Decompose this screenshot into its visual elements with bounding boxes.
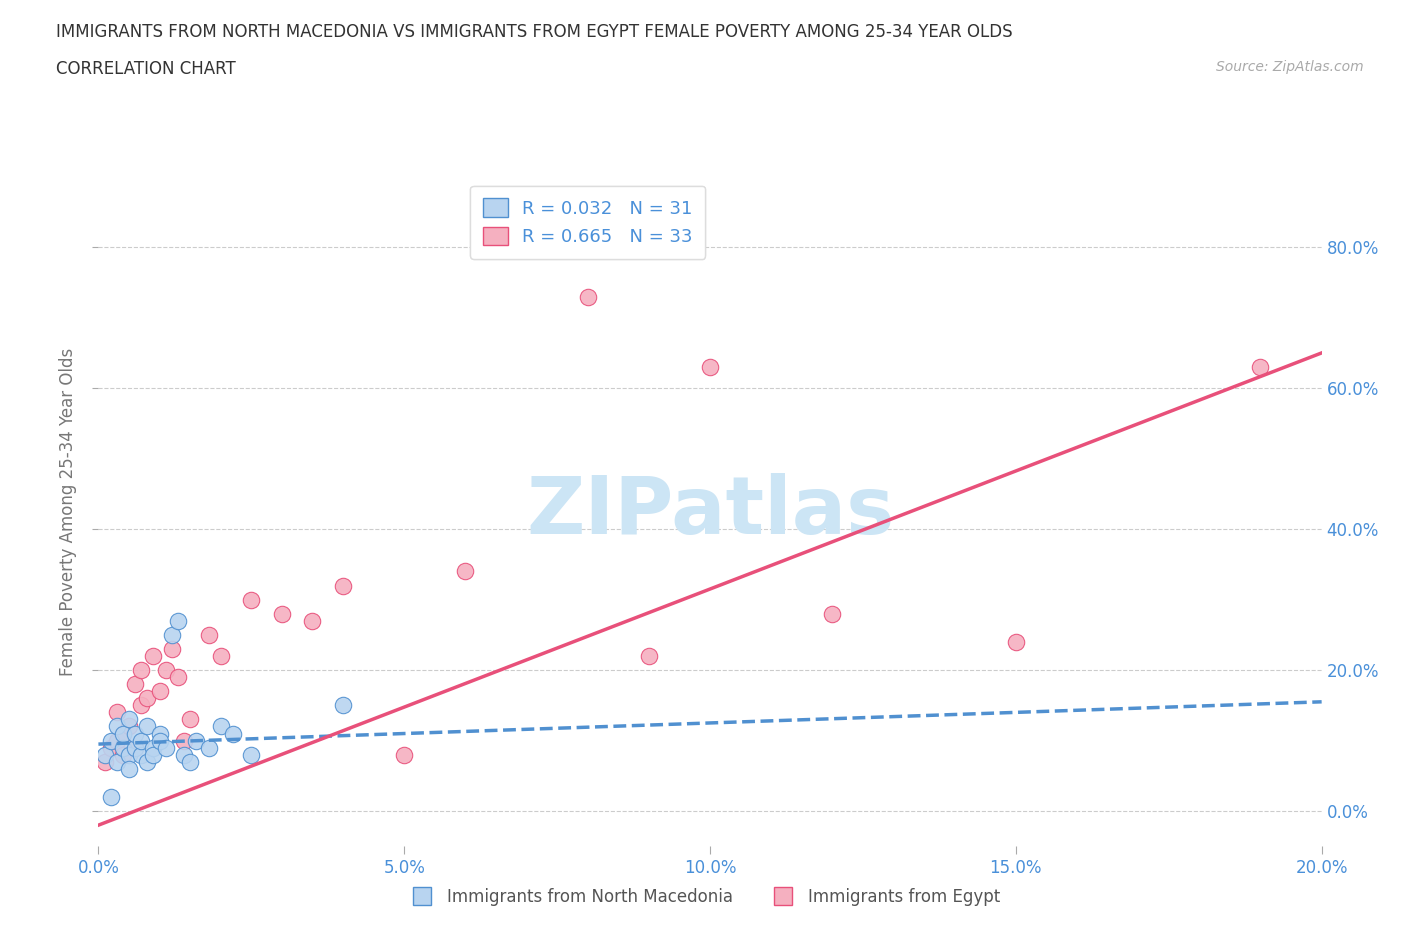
- Point: [111, 726, 134, 741]
- Point: [167, 613, 190, 628]
- Point: [136, 754, 159, 769]
- Point: [149, 684, 172, 698]
- Point: [1004, 634, 1026, 649]
- Point: [129, 747, 152, 762]
- Point: [197, 740, 219, 755]
- Point: [699, 360, 721, 375]
- Point: [270, 606, 292, 621]
- Point: [160, 642, 183, 657]
- Point: [136, 719, 159, 734]
- Point: [209, 648, 232, 663]
- Y-axis label: Female Poverty Among 25-34 Year Olds: Female Poverty Among 25-34 Year Olds: [59, 348, 77, 675]
- Point: [142, 740, 165, 755]
- Point: [124, 726, 146, 741]
- Text: ZIPatlas: ZIPatlas: [526, 472, 894, 551]
- Legend: Immigrants from North Macedonia, Immigrants from Egypt: Immigrants from North Macedonia, Immigra…: [399, 881, 1007, 912]
- Point: [105, 754, 128, 769]
- Point: [173, 747, 195, 762]
- Point: [100, 790, 122, 804]
- Point: [332, 698, 354, 712]
- Point: [136, 691, 159, 706]
- Point: [105, 733, 128, 748]
- Point: [93, 754, 115, 769]
- Text: Source: ZipAtlas.com: Source: ZipAtlas.com: [1216, 60, 1364, 74]
- Point: [118, 712, 141, 727]
- Point: [209, 719, 232, 734]
- Point: [240, 592, 263, 607]
- Point: [821, 606, 844, 621]
- Point: [179, 754, 201, 769]
- Point: [100, 740, 122, 755]
- Point: [167, 670, 190, 684]
- Point: [301, 613, 323, 628]
- Point: [332, 578, 354, 593]
- Point: [129, 698, 152, 712]
- Text: IMMIGRANTS FROM NORTH MACEDONIA VS IMMIGRANTS FROM EGYPT FEMALE POVERTY AMONG 25: IMMIGRANTS FROM NORTH MACEDONIA VS IMMIG…: [56, 23, 1012, 41]
- Point: [118, 762, 141, 777]
- Point: [576, 289, 599, 304]
- Point: [118, 747, 141, 762]
- Point: [173, 733, 195, 748]
- Point: [149, 726, 172, 741]
- Point: [111, 740, 134, 755]
- Point: [93, 747, 115, 762]
- Point: [454, 564, 477, 578]
- Point: [160, 628, 183, 643]
- Point: [118, 719, 141, 734]
- Point: [124, 740, 146, 755]
- Point: [197, 628, 219, 643]
- Point: [124, 740, 146, 755]
- Point: [100, 733, 122, 748]
- Point: [142, 648, 165, 663]
- Point: [149, 733, 172, 748]
- Point: [240, 747, 263, 762]
- Legend: R = 0.032   N = 31, R = 0.665   N = 33: R = 0.032 N = 31, R = 0.665 N = 33: [470, 186, 706, 259]
- Point: [179, 712, 201, 727]
- Point: [222, 726, 245, 741]
- Point: [186, 733, 208, 748]
- Point: [111, 726, 134, 741]
- Point: [155, 740, 177, 755]
- Point: [111, 747, 134, 762]
- Point: [105, 705, 128, 720]
- Point: [129, 663, 152, 678]
- Point: [129, 733, 152, 748]
- Text: CORRELATION CHART: CORRELATION CHART: [56, 60, 236, 78]
- Point: [142, 747, 165, 762]
- Point: [392, 747, 416, 762]
- Point: [155, 663, 177, 678]
- Point: [637, 648, 661, 663]
- Point: [124, 677, 146, 692]
- Point: [1249, 360, 1271, 375]
- Point: [105, 719, 128, 734]
